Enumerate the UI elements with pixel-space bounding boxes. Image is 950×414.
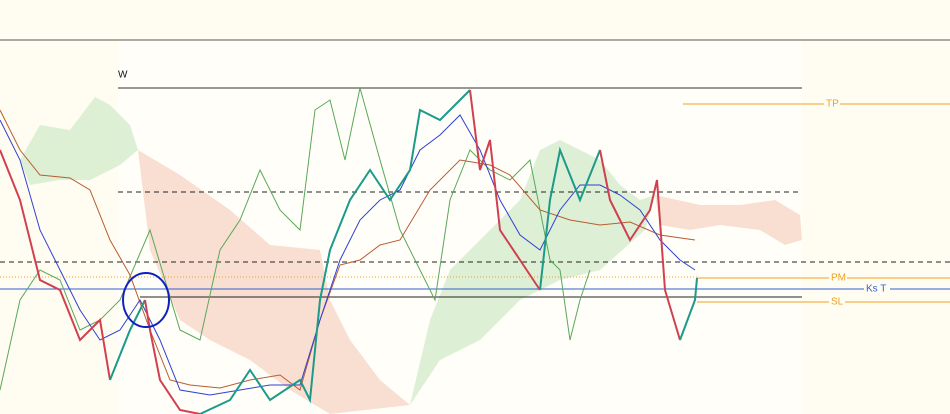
- price-up: [109, 299, 146, 381]
- wave-label: W: [118, 70, 128, 81]
- price-down: [144, 299, 201, 414]
- label-bg: [829, 272, 847, 285]
- cloud-red-2: [655, 195, 802, 245]
- cloud-red: [138, 150, 410, 414]
- annotation-circle: [122, 272, 170, 328]
- price-down: [599, 149, 681, 341]
- kijun-label: Ks T: [866, 284, 886, 295]
- price-down: [0, 149, 111, 381]
- label-bg: [864, 283, 890, 296]
- conversion-line: [0, 114, 696, 396]
- tp-label: TP: [826, 99, 839, 110]
- price-up: [539, 146, 601, 291]
- price-down: [469, 89, 541, 291]
- pm-label: PM: [831, 273, 846, 284]
- label-bg: [824, 97, 840, 110]
- sl-label: SL: [831, 297, 844, 308]
- price-up: [199, 89, 471, 414]
- price-up: [679, 277, 698, 341]
- lagging-line: [0, 87, 591, 391]
- cloud-green-2: [410, 140, 655, 405]
- label-bg: [829, 296, 845, 309]
- cloud-green: [20, 97, 138, 185]
- price-candles: [0, 89, 698, 414]
